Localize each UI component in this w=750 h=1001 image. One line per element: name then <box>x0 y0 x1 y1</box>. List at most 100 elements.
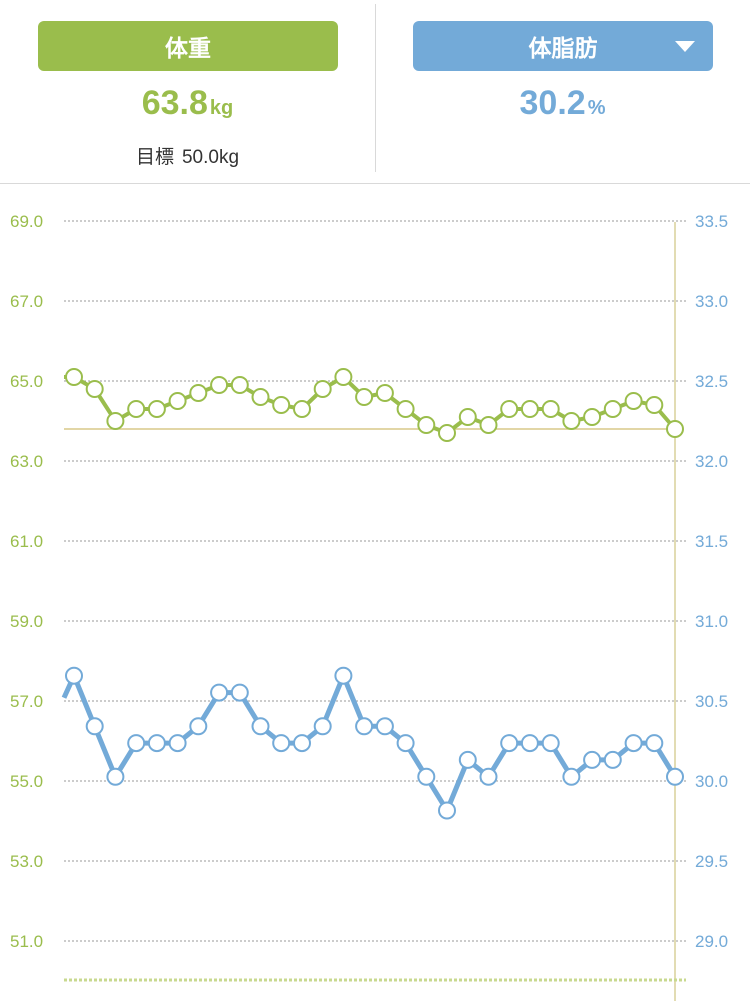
data-point <box>189 384 208 402</box>
data-point <box>603 400 622 418</box>
body-fat-unit: % <box>587 97 606 119</box>
data-point <box>396 400 415 418</box>
right-axis-ticks: 33.5 33.0 32.5 32.0 31.5 31.0 30.5 30.0 29.5 29.0 <box>695 212 728 951</box>
data-point <box>500 734 519 753</box>
data-point <box>375 384 394 402</box>
data-point <box>251 388 270 406</box>
left-tick-label: 69.0 <box>10 212 43 231</box>
data-point <box>334 368 353 386</box>
left-tick-label: 55.0 <box>10 772 43 791</box>
data-point <box>396 734 415 753</box>
data-point <box>293 734 311 753</box>
chart-grid <box>64 220 686 942</box>
data-point <box>230 683 249 702</box>
data-point <box>541 734 560 753</box>
data-point <box>65 368 83 386</box>
data-point <box>127 734 146 753</box>
weight-value: 63.8 kg <box>0 84 375 123</box>
data-point <box>479 767 498 786</box>
weight-fat-chart: 69.0 67.0 65.0 63.0 61.0 59.0 57.0 55.0 53.0 51.0… <box>10 212 728 1001</box>
chevron-down-icon <box>675 41 695 52</box>
data-point <box>293 400 311 418</box>
data-point <box>438 801 456 820</box>
data-point <box>85 380 104 398</box>
data-point <box>272 396 291 414</box>
data-point <box>127 400 146 418</box>
data-point <box>458 750 477 769</box>
data-point <box>603 750 622 769</box>
data-point <box>583 408 602 426</box>
goal-weight: 目標 50.0kg <box>0 142 375 169</box>
data-point <box>375 717 394 736</box>
data-point <box>417 416 436 434</box>
data-point <box>106 412 125 430</box>
left-tick-label: 61.0 <box>10 532 43 551</box>
data-point <box>313 380 332 398</box>
data-point <box>583 750 602 769</box>
data-point <box>85 717 104 736</box>
data-point <box>666 420 684 438</box>
data-point <box>168 392 187 410</box>
data-point <box>645 734 664 753</box>
data-point <box>417 767 436 786</box>
goal-label: 目標 <box>135 147 174 168</box>
left-tick-label: 63.0 <box>10 452 43 471</box>
data-point <box>313 717 332 736</box>
weight-tab-label: 体重 <box>165 35 211 61</box>
data-point <box>520 734 539 753</box>
data-point <box>624 392 643 410</box>
left-tick-label: 51.0 <box>10 932 43 951</box>
weight-tab-button[interactable]: 体重 <box>38 21 338 71</box>
data-point <box>168 734 187 753</box>
left-tick-label: 65.0 <box>10 372 43 391</box>
summary-header: 体重 体脂肪 63.8 kg 30.2% 目標 50.0kg <box>0 0 750 184</box>
data-point <box>520 400 539 418</box>
right-tick-label: 29.5 <box>695 852 728 871</box>
body-fat-tab-label: 体脂肪 <box>528 35 598 61</box>
left-axis-ticks: 69.0 67.0 65.0 63.0 61.0 59.0 57.0 55.0 53.0 51.0 <box>10 212 43 951</box>
data-point <box>251 717 270 736</box>
data-point <box>230 376 249 394</box>
data-point <box>666 767 684 786</box>
body-fat-tab-button[interactable]: 体脂肪 <box>413 21 713 71</box>
right-tick-label: 29.0 <box>695 932 728 951</box>
data-point <box>479 416 498 434</box>
left-tick-label: 53.0 <box>10 852 43 871</box>
chart-series <box>61 368 684 820</box>
data-point <box>210 376 229 394</box>
weight-unit: kg <box>209 97 234 119</box>
left-tick-label: 67.0 <box>10 292 43 311</box>
right-tick-label: 31.0 <box>695 612 728 631</box>
data-point <box>355 388 374 406</box>
right-tick-label: 33.5 <box>695 212 728 231</box>
right-tick-label: 32.5 <box>695 372 728 391</box>
data-point <box>562 412 581 430</box>
header-divider <box>375 4 376 172</box>
data-point <box>65 666 83 685</box>
data-point <box>500 400 519 418</box>
data-point <box>355 717 374 736</box>
left-tick-label: 57.0 <box>10 692 43 711</box>
right-tick-label: 33.0 <box>695 292 728 311</box>
data-point <box>334 666 353 685</box>
left-tick-label: 59.0 <box>10 612 43 631</box>
right-tick-label: 30.0 <box>695 772 728 791</box>
body-fat-value: 30.2% <box>375 84 750 123</box>
data-point <box>562 767 581 786</box>
data-point <box>645 396 664 414</box>
data-point <box>541 400 560 418</box>
data-point <box>147 734 166 753</box>
data-point <box>210 683 229 702</box>
right-tick-label: 32.0 <box>695 452 728 471</box>
right-tick-label: 30.5 <box>695 692 728 711</box>
data-point <box>438 424 456 442</box>
body-fat-number: 30.2 <box>519 84 586 122</box>
data-point <box>106 767 125 786</box>
data-point <box>624 734 643 753</box>
data-point <box>189 717 208 736</box>
weight-number: 63.8 <box>141 84 208 122</box>
goal-value: 50.0kg <box>181 147 240 168</box>
data-point <box>458 408 477 426</box>
data-point <box>272 734 291 753</box>
right-tick-label: 31.5 <box>695 532 728 551</box>
